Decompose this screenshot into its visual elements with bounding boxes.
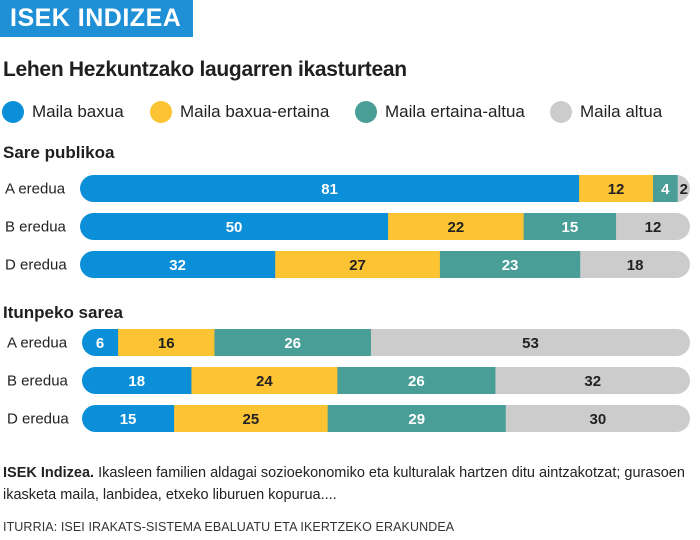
bar-segment <box>82 329 119 356</box>
bar-segment <box>523 213 617 240</box>
bar-value-label: 24 <box>256 373 273 390</box>
row-label: A eredua <box>7 335 68 352</box>
bar-row <box>82 367 690 394</box>
legend: Maila baxua Maila baxua-ertaina Maila er… <box>2 99 698 125</box>
section-title-sare-publikoa: Sare publikoa <box>3 143 115 162</box>
legend-label: Maila baxua <box>32 102 124 121</box>
bar-value-label: 53 <box>522 335 539 352</box>
bar-segment <box>82 405 175 432</box>
bar-segment <box>580 251 690 278</box>
row-label: B eredua <box>7 373 69 390</box>
legend-item: Maila baxua-ertaina <box>150 99 329 125</box>
section-title-itunpeko-sarea: Itunpeko sarea <box>3 303 123 322</box>
bar-value-label: 32 <box>584 373 601 390</box>
bar-value-label: 81 <box>321 181 338 198</box>
stacked-bar-chart: A eredua 81 12 4 2 B eredua 50 22 15 12 D eredua 32… <box>5 175 690 432</box>
bar-value-label: 22 <box>448 219 465 236</box>
bar-segment <box>82 367 192 394</box>
bar-value-label: 50 <box>226 219 243 236</box>
bar-value-label: 26 <box>284 335 301 352</box>
row-label: A eredua <box>5 181 66 198</box>
legend-circle-icon <box>550 101 572 123</box>
bar-segment <box>191 367 338 394</box>
bar-segment <box>80 175 580 202</box>
bar-segment <box>174 405 329 432</box>
bar-value-label: 2 <box>680 181 688 198</box>
bar-value-label: 30 <box>590 411 607 428</box>
bar-row <box>80 213 690 240</box>
bar-segment <box>327 405 507 432</box>
bar-segment <box>337 367 496 394</box>
bar-value-label: 12 <box>608 181 625 198</box>
row-label: D eredua <box>7 411 69 428</box>
bar-value-label: 29 <box>408 411 425 428</box>
bar-value-label: 18 <box>627 257 644 274</box>
bar-segment <box>579 175 654 202</box>
bar-segment <box>439 251 581 278</box>
legend-circle-icon <box>150 101 172 123</box>
bar-segment <box>275 251 441 278</box>
bar-row <box>82 405 690 432</box>
bar-value-label: 26 <box>408 373 425 390</box>
bar-segment <box>505 405 690 432</box>
bar-row <box>82 329 690 356</box>
bar-value-label: 16 <box>158 335 175 352</box>
bar-segment <box>653 175 679 202</box>
footnote: ISEK Indizea. Ikasleen familien aldagai … <box>3 462 693 506</box>
bar-segment <box>495 367 690 394</box>
bar-segment <box>616 213 690 240</box>
legend-item: Maila ertaina-altua <box>355 99 525 125</box>
footnote-text: Ikasleen familien aldagai sozioekonomiko… <box>3 465 685 503</box>
footnote-bold: ISEK Indizea. <box>3 465 95 481</box>
bar-value-label: 12 <box>645 219 662 236</box>
legend-item: Maila altua <box>550 99 662 125</box>
legend-label: Maila ertaina-altua <box>385 102 525 121</box>
bar-segment <box>80 251 276 278</box>
bar-value-label: 15 <box>562 219 579 236</box>
header-tag: ISEK INDIZEA <box>0 0 194 37</box>
bar-segment <box>677 175 690 202</box>
bar-value-label: 4 <box>661 181 670 198</box>
bar-row <box>80 251 690 278</box>
bar-value-label: 6 <box>96 335 104 352</box>
legend-label: Maila baxua-ertaina <box>180 102 330 121</box>
bar-value-label: 18 <box>128 373 145 390</box>
bar-segment <box>388 213 525 240</box>
bar-value-label: 27 <box>349 257 366 274</box>
legend-label: Maila altua <box>580 102 663 121</box>
bar-segment <box>80 213 389 240</box>
row-label: D eredua <box>5 257 67 274</box>
bar-value-label: 23 <box>502 257 519 274</box>
bar-value-label: 32 <box>169 257 186 274</box>
source-line: ITURRIA: ISEI IRAKATS-SISTEMA EBALUATU E… <box>3 520 455 534</box>
chart-title: Lehen Hezkuntzako laugarren ikasturtean <box>3 58 407 81</box>
bar-segment <box>118 329 215 356</box>
bar-segment <box>370 329 690 356</box>
legend-circle-icon <box>2 101 24 123</box>
legend-item: Maila baxua <box>2 99 124 125</box>
legend-circle-icon <box>355 101 377 123</box>
bar-value-label: 25 <box>243 411 260 428</box>
bar-segment <box>214 329 372 356</box>
row-label: B eredua <box>5 219 67 236</box>
bar-value-label: 15 <box>120 411 137 428</box>
bar-row <box>80 175 690 202</box>
